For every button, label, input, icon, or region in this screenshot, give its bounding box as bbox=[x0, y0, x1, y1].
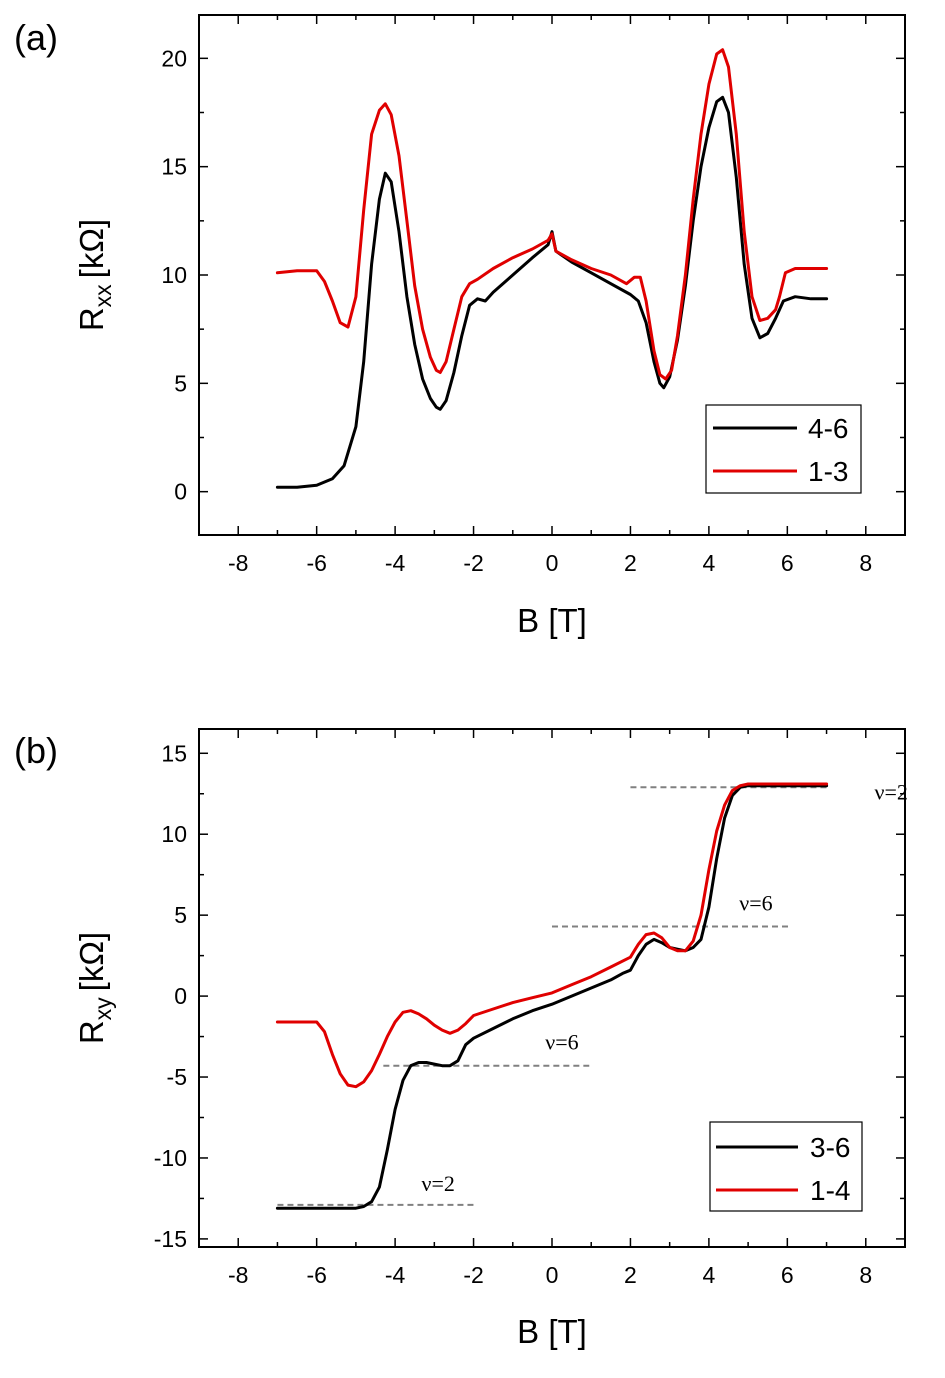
panel-a-y-axis-unit: [kΩ] bbox=[73, 219, 110, 279]
x-tick-label: -6 bbox=[306, 1262, 326, 1288]
x-tick-label: 2 bbox=[624, 1262, 637, 1288]
panel-b-y-axis-sub: xy bbox=[90, 997, 116, 1021]
x-tick-label: 4 bbox=[702, 550, 715, 576]
reference-label-0: ν=2 bbox=[875, 779, 908, 804]
legend-label-3-6: 3-6 bbox=[810, 1132, 850, 1163]
panel-b-x-axis-title: B [T] bbox=[517, 1313, 587, 1350]
series-line-1-4 bbox=[275, 782, 829, 1089]
panel-b-y-axis-title: Rxy [kΩ] bbox=[73, 932, 116, 1044]
panel-a-series bbox=[275, 48, 829, 489]
panel-a-x-axis-title: B [T] bbox=[517, 602, 587, 639]
panel-b-reference-lines: ν=2 ν=6 ν=6 ν=2 bbox=[277, 779, 908, 1206]
x-tick-label: 6 bbox=[781, 1262, 794, 1288]
x-tick-label: -2 bbox=[463, 1262, 483, 1288]
series-line-1-3 bbox=[275, 48, 829, 381]
y-tick-label: 15 bbox=[161, 154, 187, 180]
panel-a-label: (a) bbox=[14, 17, 58, 58]
panel-b-y-axis-main: R bbox=[73, 1020, 110, 1044]
y-tick-label: -15 bbox=[154, 1226, 187, 1252]
panel-b-axes: -8 -6 -4 -2 0 2 4 6 8 -15 -10 -5 0 5 10 15 bbox=[154, 729, 906, 1288]
x-tick-label: -2 bbox=[463, 550, 483, 576]
panel-b-y-axis-unit: [kΩ] bbox=[73, 932, 110, 992]
reference-label-3: ν=2 bbox=[422, 1171, 455, 1196]
y-tick-label: 10 bbox=[161, 262, 187, 288]
y-tick-label: -5 bbox=[167, 1064, 187, 1090]
panel-b-label: (b) bbox=[14, 730, 58, 771]
x-tick-label: -8 bbox=[228, 1262, 248, 1288]
reference-label-2: ν=6 bbox=[545, 1030, 578, 1055]
panel-a-y-axis-title: Rxx [kΩ] bbox=[73, 219, 116, 331]
panel-b-legend: 3-6 1-4 bbox=[709, 1121, 863, 1212]
y-tick-label: 15 bbox=[161, 740, 187, 766]
x-tick-label: 6 bbox=[781, 550, 794, 576]
legend-label-1-4: 1-4 bbox=[810, 1175, 850, 1206]
legend-label-4-6: 4-6 bbox=[808, 413, 848, 444]
x-tick-label: 8 bbox=[859, 550, 872, 576]
x-tick-label: 0 bbox=[546, 1262, 559, 1288]
y-tick-label: -10 bbox=[154, 1145, 187, 1171]
x-tick-label: 8 bbox=[859, 1262, 872, 1288]
reference-label-1: ν=6 bbox=[739, 890, 772, 915]
x-tick-label: -4 bbox=[385, 550, 406, 576]
y-tick-label: 5 bbox=[174, 370, 187, 396]
panel-a-y-axis-sub: xx bbox=[90, 284, 116, 308]
x-tick-label: -8 bbox=[228, 550, 248, 576]
y-tick-label: 0 bbox=[174, 479, 187, 505]
y-tick-label: 10 bbox=[161, 821, 187, 847]
x-tick-label: 0 bbox=[546, 550, 559, 576]
y-tick-label: 20 bbox=[161, 45, 187, 71]
series-line-3-6 bbox=[275, 784, 829, 1210]
y-tick-label: 5 bbox=[174, 902, 187, 928]
panel-a-legend-box bbox=[705, 404, 862, 494]
panel-a-y-axis-main: R bbox=[73, 307, 110, 331]
x-tick-label: -4 bbox=[385, 1262, 406, 1288]
x-tick-label: -6 bbox=[306, 550, 326, 576]
panel-b-legend-box bbox=[709, 1121, 863, 1212]
legend-label-1-3: 1-3 bbox=[808, 456, 848, 487]
panel-a-legend: 4-6 1-3 bbox=[705, 404, 862, 494]
panel-b-series bbox=[275, 782, 829, 1210]
y-tick-label: 0 bbox=[174, 983, 187, 1009]
x-tick-label: 2 bbox=[624, 550, 637, 576]
x-tick-label: 4 bbox=[702, 1262, 715, 1288]
panel-a-axes: -8 -6 -4 -2 0 2 4 6 8 0 5 10 15 20 bbox=[161, 15, 906, 576]
